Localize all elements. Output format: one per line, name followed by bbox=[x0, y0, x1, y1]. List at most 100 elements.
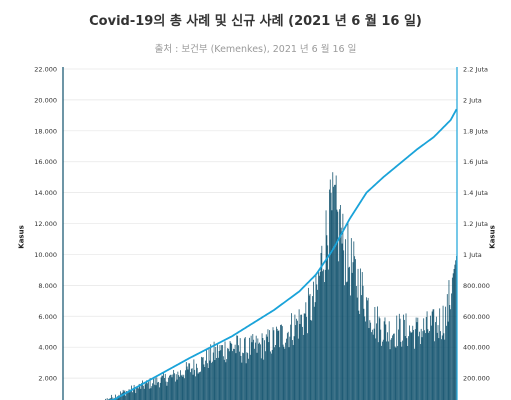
bar bbox=[152, 383, 153, 400]
bar bbox=[441, 335, 443, 400]
bar bbox=[178, 375, 180, 400]
bar-series bbox=[105, 172, 457, 400]
bar bbox=[362, 285, 364, 400]
bar bbox=[330, 192, 332, 400]
bar bbox=[228, 348, 229, 400]
bar bbox=[272, 327, 274, 400]
bar bbox=[283, 346, 285, 400]
bar bbox=[342, 213, 344, 400]
bar bbox=[413, 329, 414, 400]
bar bbox=[341, 243, 343, 400]
bar bbox=[132, 388, 134, 400]
bar bbox=[199, 372, 201, 400]
bar bbox=[364, 316, 366, 400]
bar bbox=[300, 314, 302, 400]
bar bbox=[317, 289, 319, 400]
bar bbox=[294, 314, 296, 400]
bar bbox=[238, 345, 239, 400]
bar bbox=[455, 260, 457, 400]
bar bbox=[174, 373, 175, 400]
bar bbox=[169, 375, 170, 400]
bar bbox=[407, 346, 409, 400]
bar bbox=[397, 346, 398, 400]
bar bbox=[275, 326, 277, 400]
bar bbox=[153, 378, 154, 400]
bar bbox=[451, 277, 453, 400]
bar bbox=[318, 275, 320, 400]
bar bbox=[383, 321, 385, 400]
bar bbox=[250, 335, 252, 400]
bar bbox=[363, 308, 365, 400]
bar bbox=[351, 272, 353, 400]
bar bbox=[296, 318, 297, 400]
bar bbox=[148, 381, 149, 400]
bar bbox=[288, 347, 290, 400]
bar bbox=[447, 321, 449, 400]
bar bbox=[304, 313, 306, 400]
y-tick-label: 2.000 bbox=[38, 375, 57, 383]
y2-tick-label: 1.6 Juta bbox=[463, 158, 488, 166]
bar bbox=[274, 347, 276, 400]
bar bbox=[131, 385, 132, 400]
bar bbox=[146, 380, 148, 400]
bar bbox=[437, 325, 439, 400]
bar bbox=[105, 398, 106, 400]
bar bbox=[130, 390, 132, 400]
bar bbox=[389, 349, 391, 400]
bar bbox=[213, 341, 215, 400]
bar bbox=[233, 349, 235, 400]
bar bbox=[339, 205, 341, 400]
bar bbox=[175, 374, 177, 400]
bar bbox=[335, 175, 337, 400]
bar bbox=[145, 382, 147, 400]
bar bbox=[365, 321, 366, 400]
y-tick-label: 10.000 bbox=[34, 251, 57, 259]
bar bbox=[239, 338, 241, 400]
bar bbox=[424, 330, 425, 400]
bar bbox=[217, 343, 218, 400]
bar bbox=[254, 348, 255, 400]
bar bbox=[185, 362, 187, 400]
bar bbox=[394, 346, 396, 400]
bar bbox=[185, 370, 186, 400]
bar bbox=[311, 320, 313, 400]
bar bbox=[270, 353, 272, 400]
bar bbox=[321, 245, 323, 400]
bar bbox=[359, 314, 361, 400]
y-tick-label: 6.000 bbox=[38, 313, 57, 321]
bar bbox=[409, 325, 410, 400]
bar bbox=[287, 331, 289, 400]
bar bbox=[126, 391, 128, 400]
y2-tick-label: 1.4 Juta bbox=[463, 189, 488, 197]
bar bbox=[222, 345, 223, 400]
bar bbox=[430, 325, 432, 400]
bar bbox=[454, 264, 456, 400]
bar bbox=[212, 352, 214, 400]
bar bbox=[449, 305, 451, 400]
bar bbox=[228, 351, 230, 400]
y-tick-label: 14.000 bbox=[34, 189, 57, 197]
bar bbox=[256, 352, 258, 400]
bar bbox=[442, 305, 444, 400]
bar bbox=[334, 184, 336, 400]
bar bbox=[380, 329, 382, 400]
bar bbox=[350, 238, 352, 400]
y2-axis-label: Kasus bbox=[488, 225, 497, 249]
bar bbox=[371, 329, 373, 400]
bar bbox=[263, 359, 265, 400]
bar bbox=[190, 372, 191, 400]
bar bbox=[201, 357, 203, 400]
bar bbox=[385, 324, 387, 400]
bar bbox=[289, 336, 291, 400]
bar bbox=[189, 363, 191, 400]
bar bbox=[262, 338, 264, 400]
bar bbox=[382, 339, 384, 400]
bar bbox=[417, 317, 419, 400]
y2-tick-label: 1.2 Juta bbox=[463, 220, 488, 228]
bar bbox=[265, 351, 266, 400]
bar bbox=[435, 322, 436, 400]
bar bbox=[249, 337, 250, 400]
bar bbox=[251, 342, 253, 400]
bar bbox=[429, 330, 430, 400]
